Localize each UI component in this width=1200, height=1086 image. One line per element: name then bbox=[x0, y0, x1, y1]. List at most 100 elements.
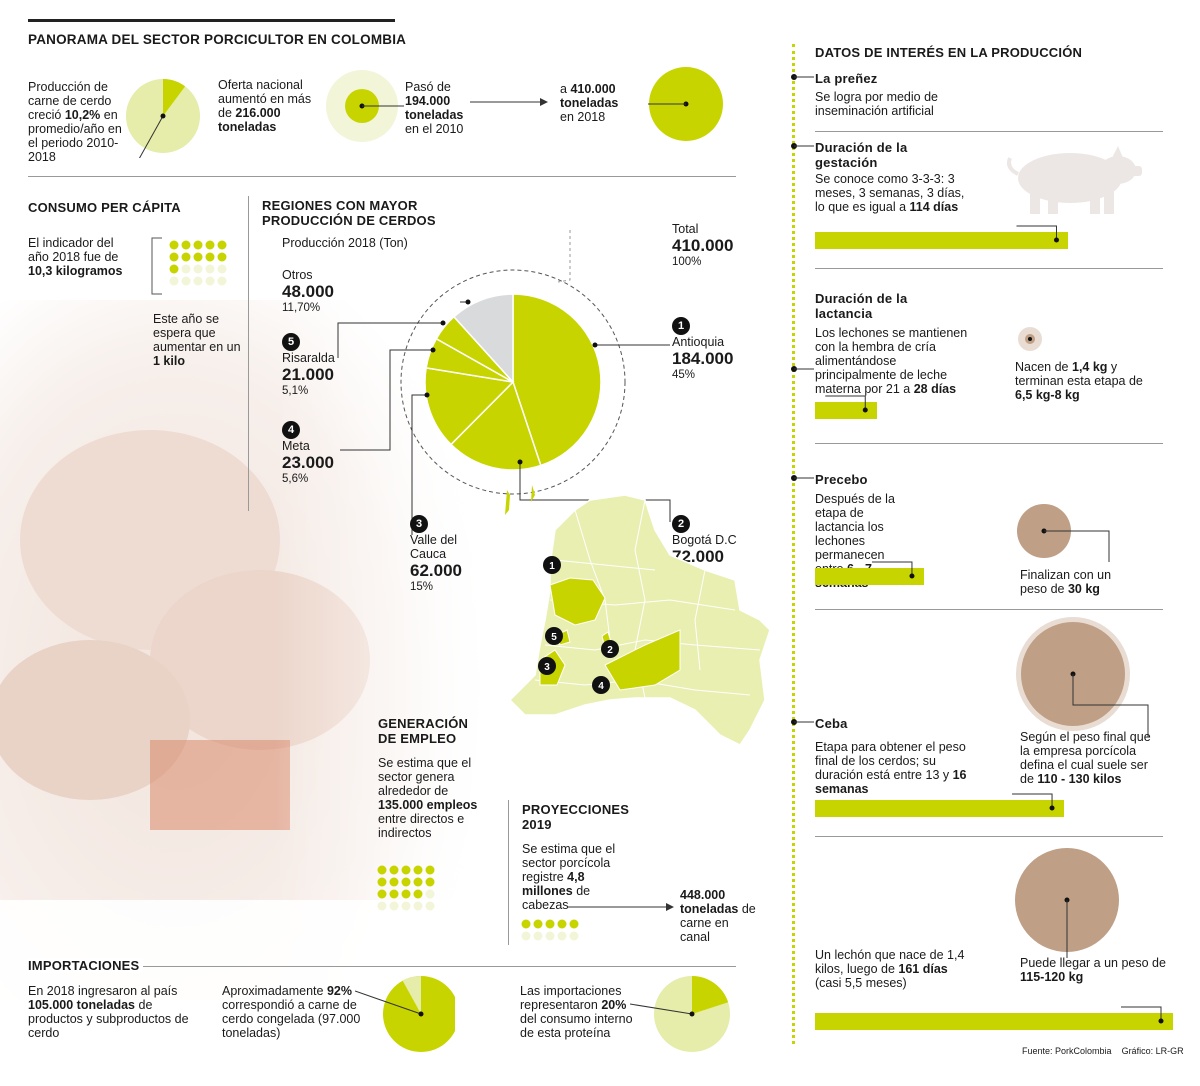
consumo-dot bbox=[169, 252, 179, 262]
growth-text-1: Producción de carne de cerdo bbox=[28, 80, 112, 108]
prenez-text: Se logra por medio de inseminación artif… bbox=[815, 90, 938, 118]
total-pct: 100% bbox=[672, 256, 702, 268]
colombia-outline bbox=[508, 494, 771, 746]
region-number-2: 2 bbox=[672, 515, 690, 533]
weight-circle-final bbox=[1015, 848, 1119, 958]
share-text: Las importaciones representaron 20% del … bbox=[520, 984, 640, 1040]
region-name: Meta bbox=[282, 439, 310, 453]
regiones-subheading: Producción 2018 (Ton) bbox=[282, 236, 408, 250]
final-weight-text: Puede llegar a un peso de bbox=[1020, 956, 1166, 970]
divider-prenez bbox=[815, 131, 1163, 132]
from-circle bbox=[326, 70, 404, 142]
weight-circle-lactancia bbox=[1018, 327, 1042, 351]
consumo-dot bbox=[217, 252, 227, 262]
page-title: PANORAMA DEL SECTOR PORCICULTOR EN COLOM… bbox=[28, 32, 407, 47]
precebo-weight: Finalizan con un peso de 30 kg bbox=[1020, 568, 1130, 596]
importaciones-text-1: En 2018 ingresaron al país bbox=[28, 984, 178, 998]
consumo-dot bbox=[205, 264, 215, 274]
pig-silhouette-icon bbox=[1007, 146, 1142, 214]
empleo-value: 135.000 empleos bbox=[378, 798, 478, 812]
total-label: Total bbox=[672, 222, 699, 236]
region-pct: 5,6% bbox=[282, 473, 309, 485]
final-value: 161 días bbox=[898, 962, 948, 976]
consumo-dot bbox=[181, 252, 191, 262]
from-value: 194.000 toneladas bbox=[405, 94, 464, 122]
proyeccion-dot bbox=[557, 931, 567, 941]
consumo-text-1: El indicador del año 2018 fue de bbox=[28, 236, 119, 264]
consumo-heading: CONSUMO PER CÁPITA bbox=[28, 200, 181, 215]
map-san-andres bbox=[505, 490, 510, 515]
empleo-dot bbox=[413, 889, 423, 899]
ceba-title: Ceba bbox=[815, 716, 848, 731]
empleo-text: Se estima que el sector genera alrededor… bbox=[378, 756, 478, 840]
consumo-dot bbox=[169, 276, 179, 286]
ceba-weight-value: 110 - 130 kilos bbox=[1037, 772, 1122, 786]
region-number-4: 4 bbox=[282, 421, 300, 439]
empleo-dot bbox=[401, 901, 411, 911]
consumo-dot bbox=[181, 264, 191, 274]
empleo-dot bbox=[425, 901, 435, 911]
proyecciones-text: Se estima que el sector porcícola regist… bbox=[522, 842, 632, 912]
divider-gestacion bbox=[815, 268, 1163, 269]
lactancia-value: 28 días bbox=[913, 382, 957, 396]
share-text-1: Las importaciones representaron bbox=[520, 984, 622, 1012]
frozen-remainder-slice bbox=[402, 976, 421, 1014]
map-marker-4 bbox=[592, 676, 610, 694]
gestacion-text-body: Se conoce como 3-3-3: 3 meses, 3 semanas… bbox=[815, 172, 965, 214]
ceba-value: 16 semanas bbox=[815, 768, 967, 796]
proyecciones-result-text: de carne en canal bbox=[680, 902, 756, 944]
to-text-2: en 2018 bbox=[560, 110, 606, 124]
ceba-weight: Según el peso final que la empresa porcí… bbox=[1020, 730, 1160, 786]
timeline-node-precebo bbox=[791, 475, 814, 481]
proyecciones-dots bbox=[521, 919, 579, 941]
proyecciones-value: 4,8 millones bbox=[522, 870, 585, 898]
proyecciones-arrow bbox=[568, 903, 674, 911]
to-circle bbox=[648, 67, 723, 141]
lactancia-weight-value-1: 1,4 kg bbox=[1072, 360, 1108, 374]
empleo-dot bbox=[425, 877, 435, 887]
region-label-valle: 3 Valle del Cauca 62.000 15% bbox=[410, 514, 480, 594]
region-pct: 11,70% bbox=[282, 302, 321, 314]
datos-heading: DATOS DE INTERÉS EN LA PRODUCCIÓN bbox=[815, 45, 1083, 60]
bar-lactancia bbox=[815, 402, 878, 419]
empleo-text-2: entre directos e indirectos bbox=[378, 812, 465, 840]
proyeccion-dot bbox=[569, 919, 579, 929]
consumo-text-2: Este año se espera que aumentar en un bbox=[153, 312, 241, 354]
region-value: 21.000 bbox=[282, 365, 334, 384]
divider-vertical bbox=[248, 196, 249, 511]
share-value: 20% bbox=[601, 998, 627, 1012]
timeline-node-lactancia bbox=[791, 366, 814, 372]
frozen-text-2: correspondió a carne de cerdo congelada … bbox=[222, 998, 361, 1040]
region-name: Antioquia bbox=[672, 335, 725, 349]
consumo-expect: Este año se espera que aumentar en un 1 … bbox=[153, 312, 248, 368]
empleo-dot bbox=[413, 865, 423, 875]
region-value: 184.000 bbox=[672, 349, 734, 368]
gestacion-value: 114 días bbox=[909, 200, 959, 214]
timeline-line bbox=[792, 44, 798, 1044]
proyeccion-dot bbox=[521, 931, 531, 941]
timeline-node-prenez bbox=[791, 74, 814, 80]
pie-slice-valle-del-cauca bbox=[424, 367, 515, 446]
pie-slice-bogot-d-c bbox=[449, 380, 542, 471]
empleo-dot bbox=[401, 877, 411, 887]
map-marker-2 bbox=[601, 640, 619, 658]
footer-source: Fuente: PorkColombia bbox=[1022, 1046, 1112, 1056]
growth-slice bbox=[163, 79, 186, 116]
map-antioquia bbox=[549, 577, 606, 626]
timeline-node-ceba bbox=[791, 719, 814, 725]
proyecciones-text-1: Se estima que el sector porcícola regist… bbox=[522, 842, 616, 884]
bar-precebo bbox=[815, 568, 924, 585]
empleo-dot bbox=[425, 889, 435, 899]
region-label-meta: 4 Meta 23.000 5,6% bbox=[282, 420, 362, 486]
consumo-dot bbox=[193, 252, 203, 262]
empleo-dots bbox=[377, 865, 435, 911]
empleo-dot bbox=[413, 901, 423, 911]
empleo-dot bbox=[377, 877, 387, 887]
lactancia-text: Los lechones se mantienen con la hembra … bbox=[815, 326, 975, 396]
final-text-1: Un lechón que nace de 1,4 kilos, luego d… bbox=[815, 948, 965, 976]
empleo-dot bbox=[401, 889, 411, 899]
region-name: Bogotá D.C bbox=[672, 533, 737, 547]
consumo-dot bbox=[169, 240, 179, 250]
timeline-node-gestacion bbox=[791, 143, 814, 149]
proyeccion-dot bbox=[521, 919, 531, 929]
